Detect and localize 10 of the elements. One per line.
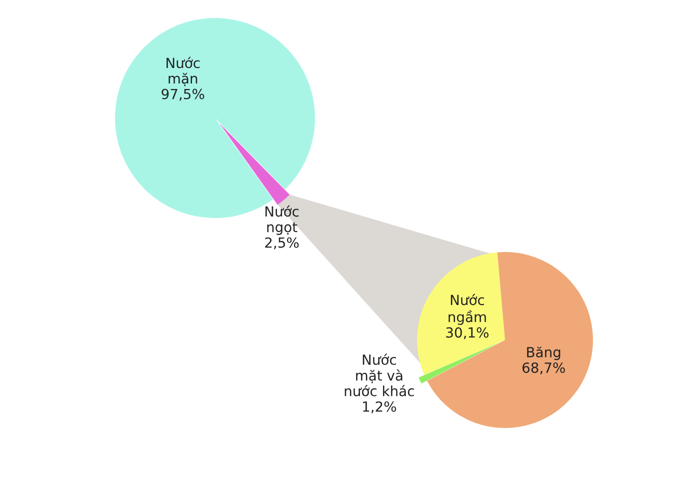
data-label: 97,5% xyxy=(162,88,204,101)
slice-label: Băng xyxy=(527,346,560,360)
slice-label: Nước mặn xyxy=(166,56,200,86)
slice-label: Nước ngầm xyxy=(448,294,486,325)
slice-label: Nước ngọt xyxy=(265,205,299,235)
data-label: 2,5% xyxy=(265,237,299,250)
data-label: 68,7% xyxy=(522,362,565,374)
slice-label: Nước mặt và nước khác xyxy=(344,354,414,396)
data-label: 1,2% xyxy=(363,401,396,414)
data-label: 30,1% xyxy=(446,327,489,340)
